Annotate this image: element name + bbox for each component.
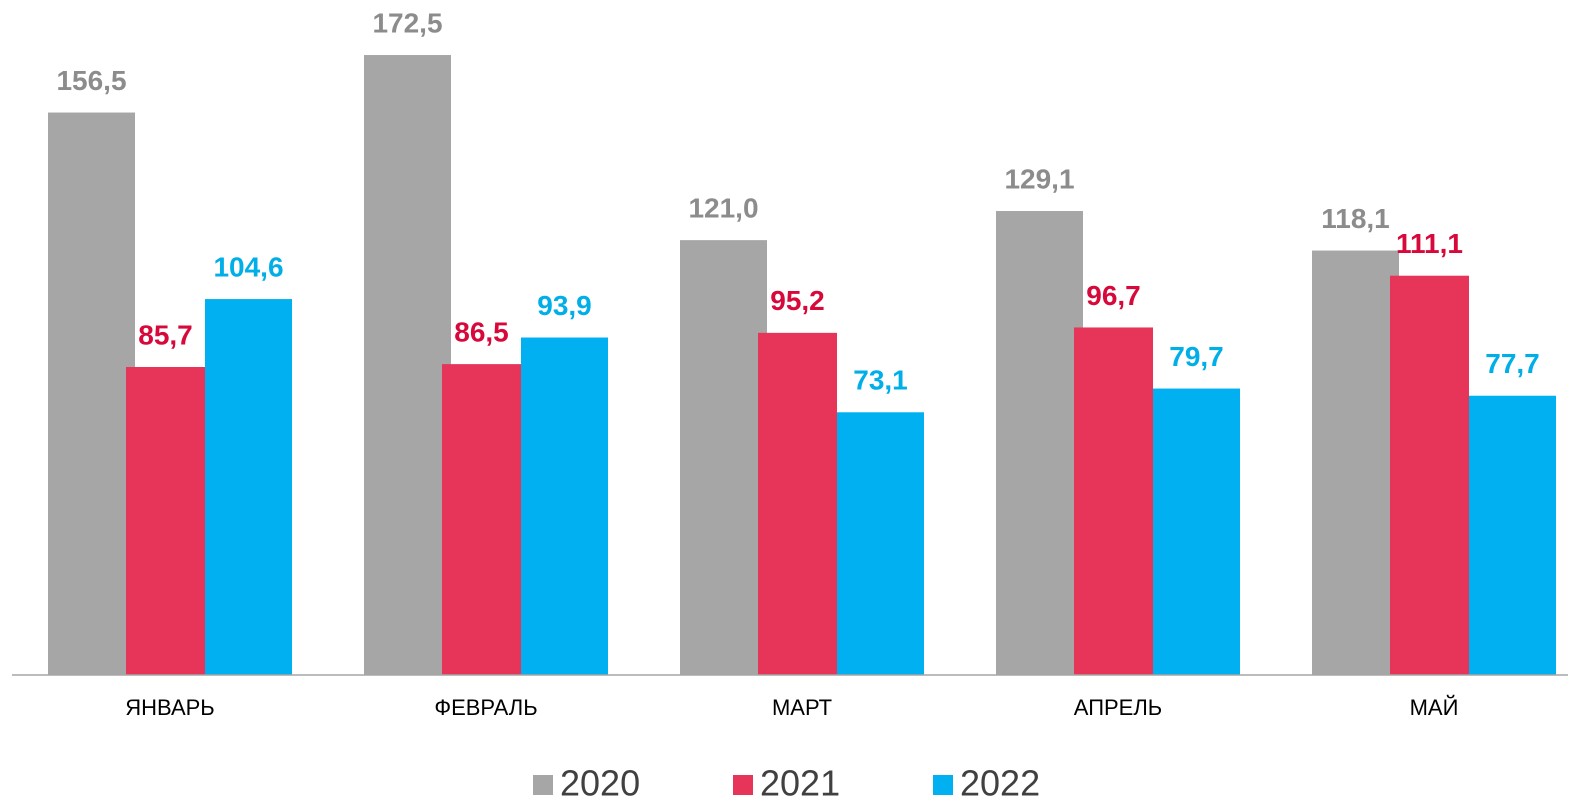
data-label: 93,9: [537, 290, 592, 321]
bar: [1312, 250, 1399, 676]
bar: [364, 55, 451, 676]
data-label: 118,1: [1321, 203, 1390, 234]
bar: [680, 240, 767, 675]
x-tick-label: ФЕВРАЛЬ: [434, 695, 537, 720]
bar: [1153, 388, 1240, 675]
bar: [1469, 395, 1556, 675]
data-label: 73,1: [853, 365, 908, 396]
x-tick-label: АПРЕЛЬ: [1074, 695, 1162, 720]
legend-swatch: [533, 775, 553, 795]
legend-swatch: [933, 775, 953, 795]
data-label: 85,7: [138, 319, 193, 350]
bar: [48, 112, 135, 675]
data-label: 121,0: [688, 193, 758, 224]
data-label: 104,6: [213, 251, 283, 282]
bar: [758, 332, 837, 675]
data-label: 86,5: [454, 317, 509, 348]
legend-label: 2020: [560, 763, 640, 804]
bar: [521, 337, 608, 675]
legend-label: 2021: [760, 763, 840, 804]
bar: [1074, 327, 1153, 675]
data-label: 156,5: [56, 65, 126, 96]
data-label: 111,1: [1396, 228, 1463, 259]
bar: [126, 366, 205, 675]
bar: [1390, 275, 1469, 675]
legend-label: 2022: [960, 763, 1040, 804]
data-label: 129,1: [1004, 163, 1074, 194]
legend-swatch: [733, 775, 753, 795]
data-label: 79,7: [1169, 341, 1224, 372]
data-label: 95,2: [770, 285, 825, 316]
bar: [205, 299, 292, 675]
x-tick-label: ЯНВАРЬ: [125, 695, 215, 720]
bar: [837, 412, 924, 675]
data-label: 77,7: [1485, 348, 1540, 379]
data-label: 96,7: [1086, 280, 1141, 311]
bar: [442, 364, 521, 675]
x-tick-label: МАЙ: [1410, 695, 1459, 720]
x-tick-label: МАРТ: [772, 695, 832, 720]
data-label: 172,5: [372, 7, 442, 38]
bar: [996, 211, 1083, 676]
